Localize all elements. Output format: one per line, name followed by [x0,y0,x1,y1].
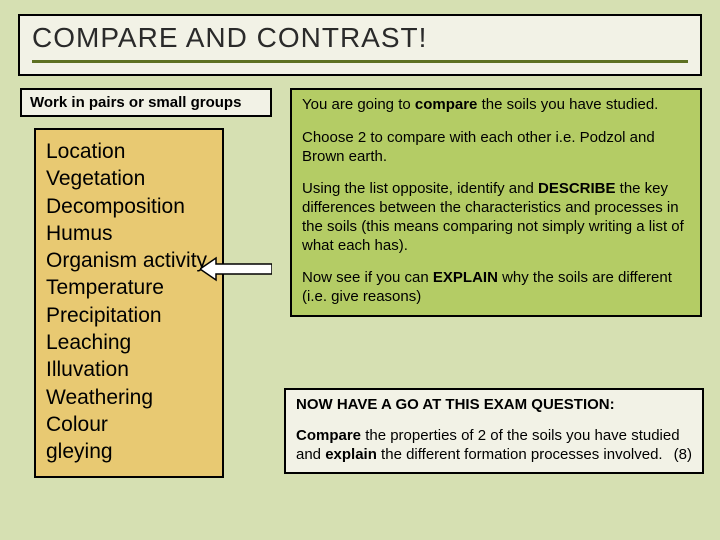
text: Now see if you can [302,269,433,286]
term-item: Organism activity [46,247,212,274]
text: Using the list opposite, identify and [302,180,538,197]
term-item: Leaching [46,329,212,356]
instr-p2: Choose 2 to compare with each other i.e.… [302,129,690,167]
term-item: Precipitation [46,302,212,329]
term-item: Temperature [46,274,212,301]
instr-p3: Using the list opposite, identify and DE… [302,180,690,255]
exam-question-box: NOW HAVE A GO AT THIS EXAM QUESTION: Com… [284,388,704,474]
title-box: COMPARE AND CONTRAST! [18,14,702,76]
term-item: Illuvation [46,356,212,383]
term-item: Location [46,138,212,165]
title-underline [32,60,688,63]
term-item: Humus [46,220,212,247]
instructions-box: You are going to compare the soils you h… [290,88,702,317]
explain-bold: EXPLAIN [433,269,498,286]
term-item: Weathering [46,384,212,411]
describe-bold: DESCRIBE [538,180,616,197]
term-item: Colour [46,411,212,438]
explain-bold: explain [325,446,377,463]
arrow-icon [200,256,272,282]
marks-label: (8) [674,446,692,465]
instr-p4: Now see if you can EXPLAIN why the soils… [302,269,690,307]
term-item: Decomposition [46,193,212,220]
text: the soils you have studied. [477,96,658,113]
compare-bold: compare [415,96,478,113]
exam-body: Compare the properties of 2 of the soils… [296,427,692,465]
instr-p1: You are going to compare the soils you h… [302,96,690,115]
work-in-pairs-label: Work in pairs or small groups [20,88,272,117]
page-title: COMPARE AND CONTRAST! [32,22,688,54]
text: You are going to [302,96,415,113]
compare-bold: Compare [296,427,361,444]
term-item: Vegetation [46,165,212,192]
terms-list: Location Vegetation Decomposition Humus … [34,128,224,478]
term-item: gleying [46,438,212,465]
exam-title: NOW HAVE A GO AT THIS EXAM QUESTION: [296,396,692,415]
text: the different formation processes involv… [377,446,663,463]
